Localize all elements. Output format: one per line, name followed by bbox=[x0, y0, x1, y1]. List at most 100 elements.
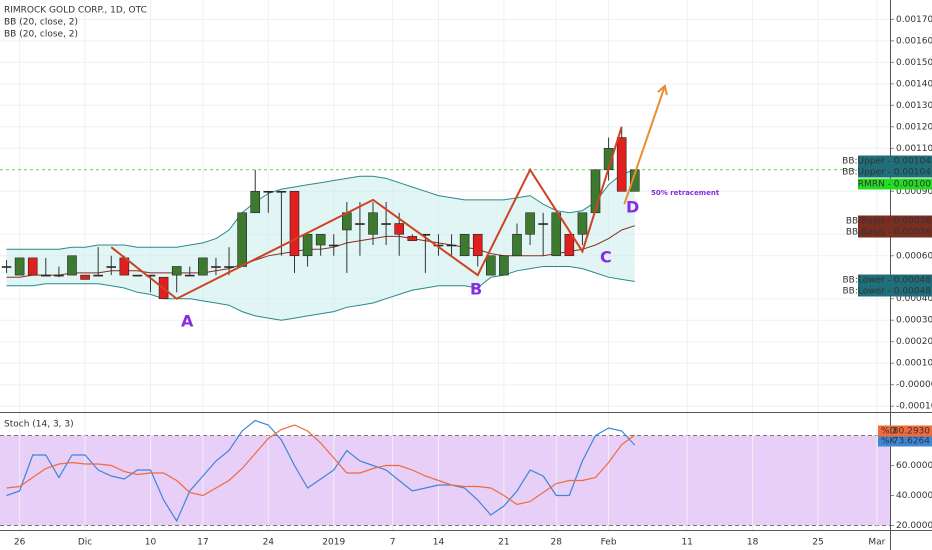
x-tick-label: 28 bbox=[551, 538, 563, 548]
x-tick-label: 11 bbox=[681, 538, 692, 548]
x-tick-label: 7 bbox=[390, 538, 396, 548]
candle-body bbox=[41, 274, 51, 277]
annotation: B bbox=[470, 280, 482, 299]
candle-body bbox=[551, 212, 562, 257]
candle-body bbox=[472, 233, 483, 257]
value-label-box bbox=[878, 425, 932, 437]
price-label-box bbox=[858, 274, 932, 286]
candle-body bbox=[499, 255, 509, 276]
value-label: 73.6264 bbox=[893, 437, 930, 447]
x-tick-label: Mar bbox=[868, 538, 885, 548]
stoch-line bbox=[6, 419, 636, 523]
band-lower bbox=[6, 266, 635, 321]
y-tick-label: 0.00160 bbox=[896, 36, 932, 46]
y-tick-label: 0.00060 bbox=[896, 251, 932, 261]
candle-body bbox=[538, 223, 548, 225]
candle-body bbox=[263, 190, 274, 193]
x-tick-label: 10 bbox=[145, 538, 157, 548]
candle-body bbox=[276, 190, 287, 193]
price-label: RMRN - 0.00100 bbox=[858, 180, 931, 190]
price-label-box bbox=[858, 166, 932, 178]
value-label-box bbox=[878, 435, 932, 447]
y-tick-label: 0.00150 bbox=[896, 58, 932, 68]
candle-body bbox=[629, 169, 640, 192]
y-tick-label: 0.00030 bbox=[896, 316, 932, 326]
price-label-box bbox=[858, 285, 932, 297]
x-tick-label: 26 bbox=[14, 538, 26, 548]
candle-body bbox=[368, 212, 378, 235]
price-label: BB:Upper - 0.00104 bbox=[842, 168, 931, 178]
price-label-box bbox=[858, 226, 932, 238]
price-label-box bbox=[858, 215, 932, 227]
price-label: BB:Lower - 0.00048 bbox=[842, 287, 931, 297]
price-label-box bbox=[858, 155, 932, 167]
candle-body bbox=[1, 266, 12, 268]
x-tick-label: Dic bbox=[78, 538, 92, 548]
candle-body bbox=[459, 233, 470, 257]
candle-body bbox=[54, 274, 64, 277]
candle-body bbox=[355, 223, 365, 225]
indicator-label: Stoch (14, 3, 3) bbox=[4, 420, 74, 430]
candle-body bbox=[198, 257, 208, 276]
candle-body bbox=[315, 233, 326, 246]
candle-body bbox=[171, 266, 182, 276]
harmonic-pattern bbox=[110, 126, 623, 300]
candle-body bbox=[27, 257, 38, 276]
candle-body bbox=[486, 255, 496, 276]
annotation: C bbox=[600, 248, 612, 267]
candle-body bbox=[289, 190, 300, 257]
projection-arrow bbox=[623, 85, 666, 205]
indicator-label: BB (20, close, 2) bbox=[4, 30, 78, 40]
stoch-line bbox=[6, 424, 636, 506]
candle-body bbox=[564, 233, 575, 257]
value-label: 80.2930 bbox=[893, 427, 930, 437]
x-tick-label: 21 bbox=[498, 538, 509, 548]
y-tick-label: 0.00170 bbox=[896, 15, 932, 25]
candle-body bbox=[67, 255, 77, 276]
annotation: 50% retracement bbox=[651, 189, 720, 197]
candle-body bbox=[394, 223, 404, 235]
y-tick-label: 20.0000 bbox=[896, 521, 932, 531]
candle-body bbox=[106, 266, 117, 268]
x-tick-label: 18 bbox=[747, 538, 759, 548]
x-tick-label: 2019 bbox=[322, 538, 345, 548]
chart-title: RIMROCK GOLD CORP., 1D, OTC bbox=[4, 6, 147, 16]
candle-body bbox=[577, 212, 588, 235]
candle-body bbox=[590, 169, 601, 214]
candle-body bbox=[184, 274, 195, 277]
band-upper bbox=[6, 169, 635, 250]
arrow-head bbox=[657, 84, 668, 96]
indicator-label: BB (20, close, 2) bbox=[4, 18, 78, 28]
candle-body bbox=[512, 233, 522, 257]
candle-body bbox=[616, 137, 627, 192]
candle-body bbox=[302, 233, 313, 257]
candle-body bbox=[381, 223, 391, 225]
y-tick-label: -0.00010 bbox=[896, 402, 932, 412]
y-tick-label: 0.00110 bbox=[896, 144, 932, 154]
x-tick-label: 24 bbox=[263, 538, 275, 548]
candle-body bbox=[14, 257, 25, 276]
price-label: BB:Upper - 0.00104 bbox=[842, 157, 931, 167]
candle-body bbox=[224, 266, 234, 268]
price-label: BB:Basis - 0.00076 bbox=[846, 228, 931, 238]
y-tick-label: 0.00140 bbox=[896, 79, 932, 89]
y-tick-label: 0.00010 bbox=[896, 359, 932, 369]
annotation: D bbox=[626, 198, 639, 217]
price-label: BB:Basis - 0.00076 bbox=[846, 217, 931, 227]
annotation: A bbox=[181, 312, 194, 331]
y-tick-label: 60.0000 bbox=[896, 461, 932, 471]
candle-body bbox=[446, 244, 457, 247]
candle-body bbox=[525, 212, 535, 235]
candle-body bbox=[250, 190, 261, 214]
legend-label: %K bbox=[881, 437, 897, 447]
legend-label: %D bbox=[881, 427, 897, 437]
y-tick-label: -0.00000 bbox=[896, 380, 932, 390]
candle-body bbox=[328, 244, 339, 247]
x-tick-label: Feb bbox=[601, 538, 617, 548]
candle-body bbox=[93, 274, 103, 277]
y-tick-label: 0.00120 bbox=[896, 122, 932, 132]
stoch-band bbox=[0, 435, 890, 526]
y-tick-label: 40.0000 bbox=[896, 491, 932, 501]
x-tick-label: 14 bbox=[433, 538, 445, 548]
